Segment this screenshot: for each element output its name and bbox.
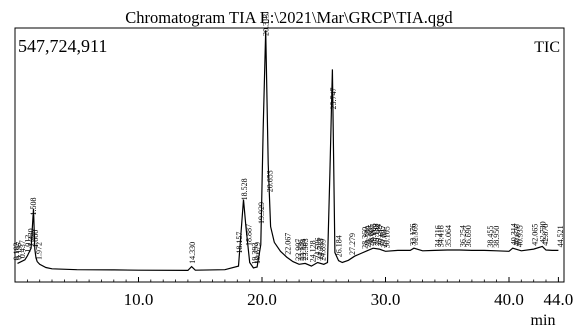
peak-label: 29.887 bbox=[380, 226, 389, 248]
peak-label: 1.660 bbox=[31, 230, 40, 248]
x-tick-label: 30.0 bbox=[371, 290, 401, 309]
chart-title: Chromatogram TIA E:\2021\Mar\GRCP\TIA.qg… bbox=[125, 8, 453, 27]
peak-label: 29.188 bbox=[372, 224, 381, 246]
peak-label: 30.105 bbox=[383, 226, 392, 248]
peak-label: 20.313 bbox=[262, 14, 271, 36]
peak-label: 38.455 bbox=[486, 226, 495, 248]
peak-label: 40.314 bbox=[509, 223, 518, 245]
x-axis-unit-label: min bbox=[531, 312, 556, 329]
peak-label: 40.676 bbox=[512, 224, 521, 246]
peak-label: 42.870 bbox=[541, 224, 550, 246]
x-tick-label: 10.0 bbox=[124, 290, 154, 309]
trace-label: TIC bbox=[534, 39, 560, 56]
peak-label: 1.330 bbox=[26, 228, 35, 246]
peak-label: 23.503 bbox=[301, 238, 310, 260]
peak-label: 34.416 bbox=[437, 225, 446, 247]
peak-label: 19.679 bbox=[253, 242, 262, 264]
plot-frame bbox=[14, 27, 565, 283]
peak-label: 27.279 bbox=[348, 233, 357, 255]
peak-label: 23.126 bbox=[296, 239, 305, 261]
peak-label: 40.935 bbox=[516, 225, 525, 247]
peak-label: 24.596 bbox=[314, 238, 323, 260]
peak-label: 1.508 bbox=[29, 198, 38, 216]
trace-layer bbox=[17, 30, 559, 272]
peak-label: 32.369 bbox=[411, 223, 420, 245]
x-tick-label: 20.0 bbox=[247, 290, 277, 309]
peak-label: 20.653 bbox=[265, 170, 274, 192]
peak-label: 36.254 bbox=[459, 225, 468, 247]
peak-label: 24.713 bbox=[316, 238, 325, 260]
peak-label: 0.437 bbox=[18, 240, 27, 258]
peak-label: 29.617 bbox=[377, 225, 386, 247]
peak-label: 35.064 bbox=[444, 225, 453, 247]
peak-label: 29.005 bbox=[369, 223, 378, 245]
peak-label: 18.887 bbox=[244, 224, 253, 246]
tic-trace-line bbox=[17, 30, 559, 272]
peak-label: 1.012 bbox=[23, 235, 32, 253]
peak-label: 14.330 bbox=[188, 242, 197, 264]
peak-label: 1.972 bbox=[35, 242, 44, 260]
peak-label: 22.067 bbox=[284, 233, 293, 255]
peak-label: 42.065 bbox=[531, 224, 540, 246]
peak-label: 28.805 bbox=[367, 224, 376, 246]
peak-label: 24.899 bbox=[319, 239, 328, 261]
x-tick-label: 44.0 bbox=[544, 290, 574, 309]
peak-label: 26.184 bbox=[334, 235, 343, 257]
peak-label: 38.950 bbox=[492, 226, 501, 248]
peak-label: 32.176 bbox=[409, 224, 418, 246]
peak-label: 42.730 bbox=[538, 221, 547, 243]
peak-label: 28.360 bbox=[361, 227, 370, 249]
intensity-max-label: 547,724,911 bbox=[18, 36, 107, 56]
x-tick-label: 40.0 bbox=[494, 290, 524, 309]
peak-label: 24.128 bbox=[309, 240, 318, 262]
peak-label: 29.384 bbox=[374, 224, 383, 246]
peak-label: 25.747 bbox=[329, 88, 338, 110]
peak-label: 0.197 bbox=[15, 242, 24, 260]
peak-label: 23.324 bbox=[299, 239, 308, 261]
peak-label: 28.580 bbox=[364, 226, 373, 248]
peak-label: 18.528 bbox=[240, 178, 249, 200]
peak-label: 0.102 bbox=[12, 242, 21, 260]
x-axis: 10.0 20.0 30.0 40.0 44.0 bbox=[26, 277, 574, 309]
peak-label: 34.216 bbox=[433, 225, 442, 247]
peak-label: 22.907 bbox=[294, 239, 303, 261]
peak-label: 44.521 bbox=[556, 225, 565, 247]
peak-label: 19.393 bbox=[251, 243, 260, 265]
peak-label: 36.690 bbox=[464, 225, 473, 247]
